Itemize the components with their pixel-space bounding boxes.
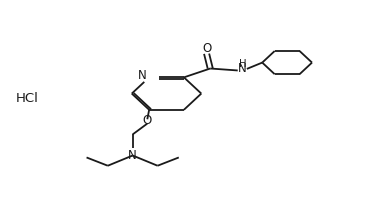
Text: N: N: [138, 69, 147, 82]
Text: HCl: HCl: [16, 92, 39, 105]
Text: O: O: [143, 114, 152, 127]
Text: N: N: [238, 62, 247, 75]
Text: O: O: [202, 42, 211, 55]
Text: H: H: [239, 59, 246, 69]
Text: N: N: [128, 149, 137, 162]
